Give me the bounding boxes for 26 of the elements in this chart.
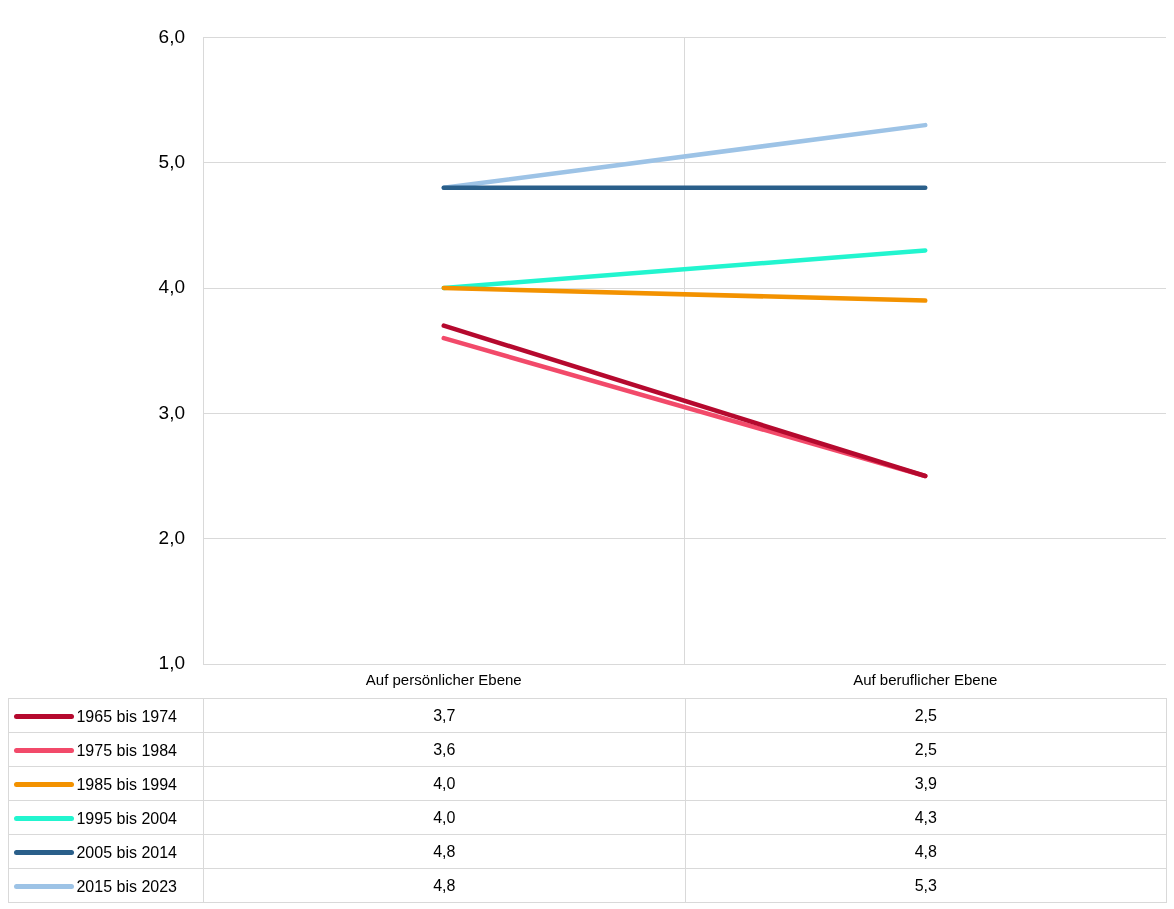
y-tick-label: 1,0 — [158, 652, 185, 674]
y-tick-label: 5,0 — [158, 150, 185, 172]
data-label: 5,3 — [685, 868, 1167, 903]
legend-label: 1975 bis 1984 — [76, 741, 177, 760]
legend-label: 1995 bis 2004 — [76, 809, 177, 828]
data-label: 3,9 — [685, 766, 1167, 801]
data-label: 4,3 — [685, 800, 1167, 835]
data-label: 2,5 — [685, 698, 1167, 733]
data-label: 4,8 — [203, 868, 685, 903]
data-label: 4,8 — [203, 834, 685, 869]
y-tick-label: 4,0 — [158, 276, 185, 298]
y-tick-label: 3,0 — [158, 401, 185, 423]
data-label: 3,7 — [203, 698, 685, 733]
legend-label: 2005 bis 2014 — [76, 843, 177, 862]
legend-label: 1965 bis 1974 — [76, 707, 177, 726]
data-label: 2,5 — [685, 732, 1167, 767]
legend-label: 1985 bis 1994 — [76, 775, 177, 794]
legend-label: 2015 bis 2023 — [76, 877, 177, 896]
x-tick-label: Auf beruflicher Ebene — [853, 671, 998, 689]
x-tick-label: Auf persönlicher Ebene — [365, 671, 522, 689]
y-tick-label: 6,0 — [158, 25, 185, 47]
data-label: 3,6 — [203, 732, 685, 767]
y-tick-label: 2,0 — [158, 526, 185, 548]
data-label: 4,0 — [203, 800, 685, 835]
data-label: 4,0 — [203, 766, 685, 801]
data-label: 4,8 — [685, 834, 1167, 869]
